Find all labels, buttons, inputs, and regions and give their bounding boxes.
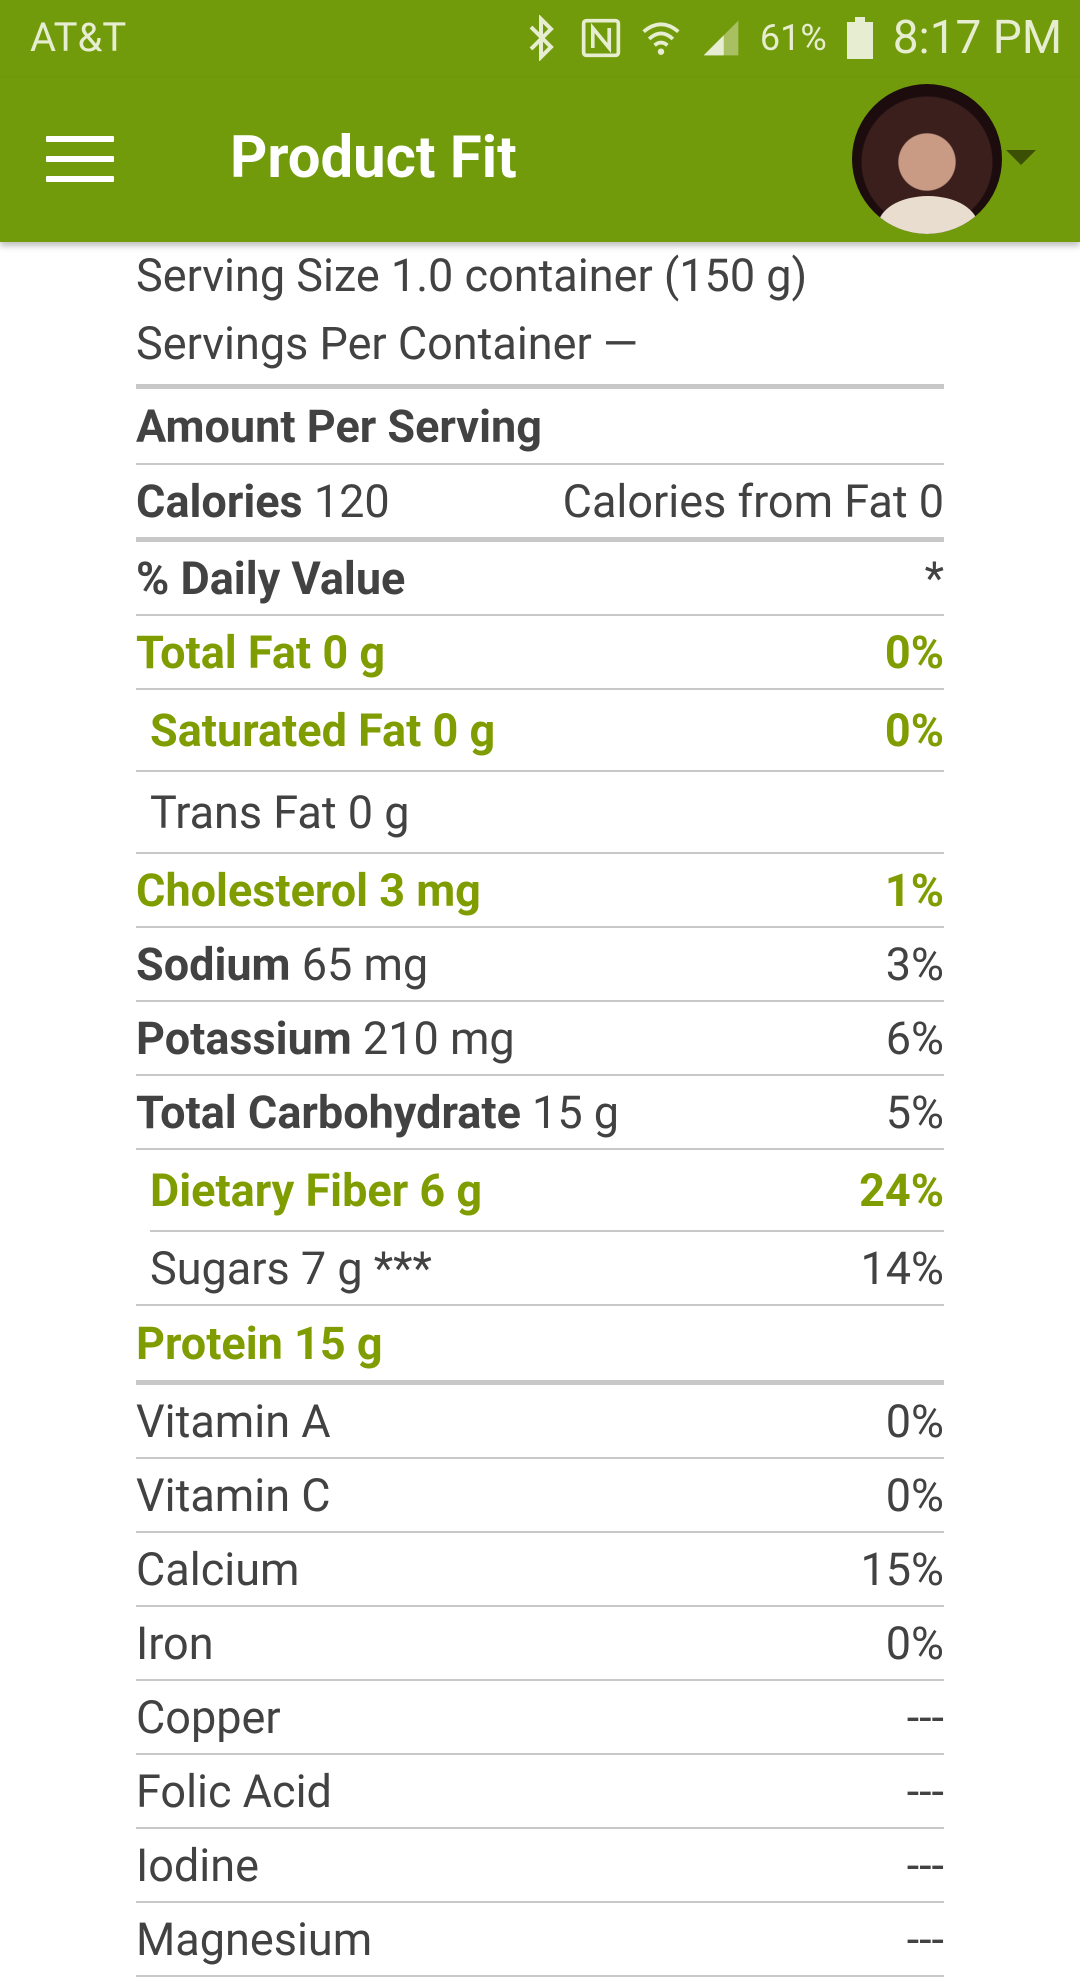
nutrient-label: Total Carbohydrate (136, 1085, 521, 1139)
daily-value-header-row: % Daily Value * (136, 542, 944, 616)
nutrient-row-dietary-fiber: Dietary Fiber 6 g 24% (150, 1150, 944, 1232)
nutrient-value: 3% (885, 937, 944, 991)
servings-per-container: Servings Per Container — (136, 310, 944, 389)
vitamin-row: Iodine --- (136, 1829, 944, 1903)
nutrient-row-potassium: Potassium 210 mg 6% (136, 1002, 944, 1076)
signal-icon (703, 20, 739, 56)
vitamin-row: Vitamin A 0% (136, 1385, 944, 1459)
battery-percent: 61% (759, 17, 827, 59)
vitamin-row: Magnesium --- (136, 1903, 944, 1977)
vitamin-value: --- (906, 1690, 944, 1744)
nutrient-value: 5% (885, 1085, 944, 1139)
nutrient-row-saturated-fat: Saturated Fat 0 g 0% (136, 690, 944, 772)
vitamin-value: 15% (860, 1542, 944, 1596)
vitamin-value: --- (906, 1764, 944, 1818)
calories: Calories 120 (136, 475, 390, 528)
vitamin-name: Calcium (136, 1542, 300, 1596)
vitamin-value: --- (906, 1838, 944, 1892)
battery-icon (846, 17, 873, 59)
vitamin-name: Iodine (136, 1838, 259, 1892)
amount-per-serving-row: Amount Per Serving (136, 389, 944, 465)
vitamin-row: Iron 0% (136, 1607, 944, 1681)
nutrient-label: Sodium (136, 937, 291, 991)
status-icons: 61% 8:17 PM (520, 8, 1062, 68)
hamburger-menu-icon[interactable] (46, 136, 114, 186)
nutrient-value: 6% (885, 1011, 944, 1065)
nutrient-name: Potassium 210 mg (136, 1012, 515, 1065)
nutrient-value: 0% (884, 703, 944, 757)
nutrient-value: 0% (884, 625, 944, 679)
nutrient-amount: 65 mg (301, 937, 429, 991)
status-bar: AT&T 61% 8:17 PM (0, 0, 1080, 78)
carrier-label: AT&T (30, 14, 127, 61)
nutrient-row-cholesterol: Cholesterol 3 mg 1% (136, 854, 944, 928)
nutrient-row-trans-fat: Trans Fat 0 g (136, 772, 944, 854)
vitamin-row: Folic Acid --- (136, 1755, 944, 1829)
wifi-icon (642, 22, 680, 55)
nutrient-value: 1% (884, 863, 944, 917)
vitamin-value: --- (906, 1912, 944, 1966)
vitamin-name: Folic Acid (136, 1764, 332, 1818)
calories-label: Calories (136, 474, 303, 528)
bluetooth-icon (529, 15, 554, 61)
nutrient-value: 14% (860, 1241, 944, 1295)
calories-row: Calories 120 Calories from Fat 0 (136, 465, 944, 542)
vitamin-name: Copper (136, 1690, 281, 1744)
nutrient-value: 24% (859, 1163, 944, 1217)
daily-value-mark: * (924, 551, 944, 605)
nutrient-name: Dietary Fiber 6 g (150, 1163, 483, 1217)
avatar[interactable] (852, 84, 1002, 234)
nutrient-row-protein: Protein 15 g (136, 1306, 944, 1385)
nutrient-label: Potassium (136, 1011, 352, 1065)
daily-value-header: % Daily Value (136, 551, 406, 605)
serving-size: Serving Size 1.0 container (150 g) (136, 249, 808, 302)
caret-down-icon[interactable] (1006, 150, 1036, 165)
nutrient-name: Sugars 7 g *** (150, 1241, 432, 1295)
vitamin-name: Magnesium (136, 1912, 373, 1966)
nutrient-amount: 210 mg (362, 1011, 515, 1065)
nutrient-row-total-carbohydrate: Total Carbohydrate 15 g 5% (136, 1076, 944, 1150)
vitamin-row: Calcium 15% (136, 1533, 944, 1607)
page-title: Product Fit (230, 124, 517, 192)
vitamin-row: Vitamin C 0% (136, 1459, 944, 1533)
vitamin-name: Vitamin A (136, 1394, 331, 1448)
nutrient-name: Total Fat 0 g (136, 625, 386, 679)
app-bar: Product Fit (0, 78, 1080, 242)
nutrient-name: Total Carbohydrate 15 g (136, 1086, 619, 1139)
calories-from-fat: Calories from Fat 0 (562, 474, 944, 528)
nfc-icon (581, 18, 621, 58)
vitamin-value: 0% (885, 1468, 944, 1522)
vitamin-name: Vitamin C (136, 1468, 331, 1522)
vitamin-value: 0% (885, 1394, 944, 1448)
nutrient-name: Cholesterol 3 mg (136, 863, 481, 917)
nutrient-amount: 15 g (532, 1085, 620, 1139)
nutrient-row-total-fat: Total Fat 0 g 0% (136, 616, 944, 690)
nutrient-row-sugars: Sugars 7 g *** 14% (136, 1232, 944, 1306)
vitamin-row: Copper --- (136, 1681, 944, 1755)
vitamin-value: 0% (885, 1616, 944, 1670)
nutrient-row-sodium: Sodium 65 mg 3% (136, 928, 944, 1002)
nutrient-name: Sodium 65 mg (136, 938, 428, 991)
nutrient-name: Protein 15 g (136, 1316, 383, 1370)
nutrition-facts-label: Serving Size 1.0 container (150 g) Servi… (136, 242, 944, 1977)
nutrient-name: Saturated Fat 0 g (150, 703, 496, 757)
nutrient-name: Trans Fat 0 g (150, 785, 410, 839)
clock: 8:17 PM (892, 11, 1062, 65)
calories-value: 120 (313, 474, 390, 528)
vitamin-name: Iron (136, 1616, 214, 1670)
amount-per-serving: Amount Per Serving (136, 399, 542, 453)
